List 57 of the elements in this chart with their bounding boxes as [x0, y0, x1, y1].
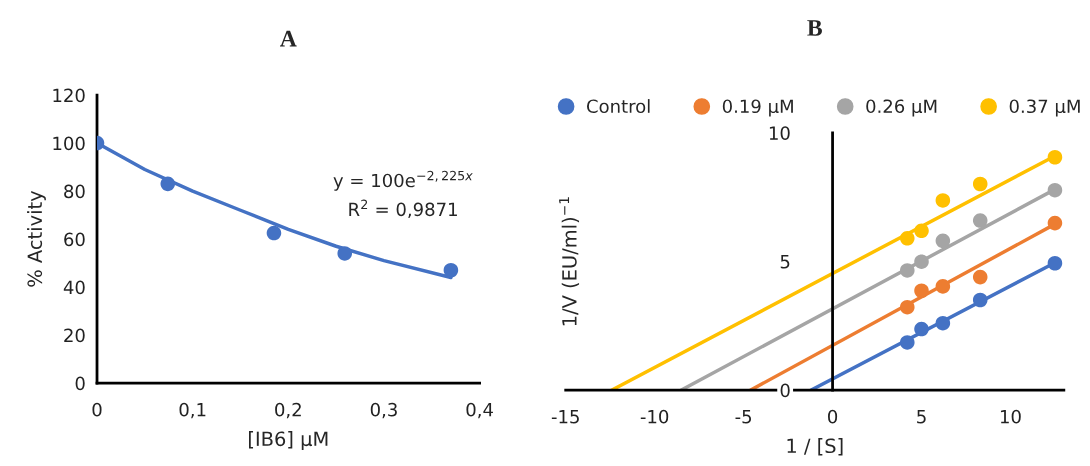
point: [914, 283, 929, 299]
point: [1047, 149, 1063, 165]
x-tick-label: 0: [92, 402, 102, 417]
point: [900, 230, 915, 246]
x-tick-label: 0,2: [275, 402, 301, 419]
point: [972, 213, 988, 228]
x-tick-label: 0,1: [179, 402, 206, 419]
chart-title: B: [807, 20, 822, 36]
point: [914, 254, 929, 269]
x-tick-label: -10: [640, 409, 669, 424]
x-tick-label: -15: [551, 410, 579, 424]
point: [900, 299, 915, 315]
point: [160, 176, 176, 192]
legend-label: 0.37 µM: [1009, 99, 1080, 117]
y-axis-title: % Activity: [27, 190, 46, 287]
x-tick-label: 0,4: [466, 402, 493, 419]
point: [972, 176, 988, 192]
point: [914, 321, 929, 337]
point: [972, 269, 988, 285]
y-tick-label: 5: [780, 255, 790, 269]
x-tick-label: 0,3: [370, 402, 397, 419]
y-tick-label: 0: [75, 376, 85, 391]
point: [337, 246, 353, 261]
y-tick-label: 10: [769, 126, 790, 140]
annotation: y = 100e$^{−2,225x}$: [333, 170, 473, 191]
point: [914, 223, 929, 239]
point: [443, 262, 459, 278]
y-tick-label: 120: [53, 88, 85, 103]
legend-label: Control: [586, 99, 650, 114]
point: [935, 279, 951, 294]
point: [266, 225, 282, 241]
y-tick-label: 80: [64, 184, 85, 199]
y-tick-label: 100: [53, 136, 85, 151]
x-tick-label: -5: [735, 410, 752, 424]
y-tick-label: 20: [64, 328, 85, 343]
legend-label: 0.26 µM: [866, 99, 937, 117]
point: [1047, 255, 1063, 271]
y-tick-label: 60: [64, 232, 85, 247]
y-tick-label: 0: [780, 383, 790, 398]
x-tick-label: 5: [917, 410, 926, 424]
point: [935, 233, 951, 249]
y-tick-label: 40: [63, 280, 85, 295]
x-axis-title: [IB6] µM: [249, 431, 328, 450]
point: [935, 193, 951, 208]
point: [900, 335, 915, 350]
point: [972, 292, 988, 308]
point: [1047, 215, 1063, 231]
x-axis-title: 1 / [S]: [787, 438, 843, 456]
point: [935, 315, 951, 331]
legend-label: 0.19 µM: [722, 99, 793, 117]
point: [900, 263, 915, 278]
annotation: R$^{2}$ = 0,9871: [349, 199, 457, 218]
point: [1047, 182, 1063, 198]
x-tick-label: 0: [828, 409, 838, 424]
y-axis-title: 1/V (EU/ml)$^{−1}$: [559, 197, 580, 326]
chart-title: A: [280, 30, 297, 47]
x-tick-label: 10: [1000, 409, 1021, 424]
